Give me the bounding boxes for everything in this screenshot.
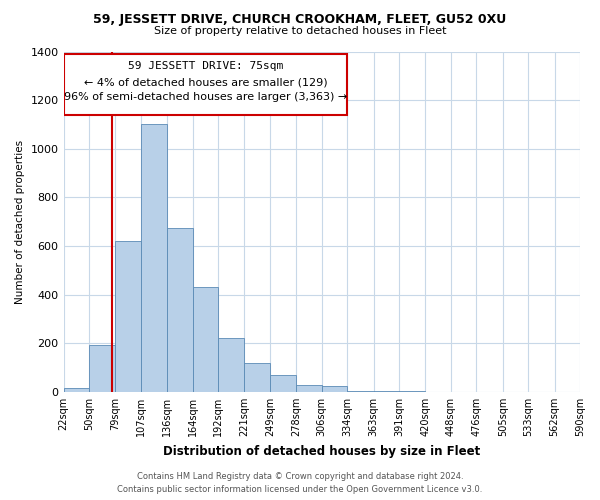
Text: 96% of semi-detached houses are larger (3,363) →: 96% of semi-detached houses are larger (… <box>64 92 347 102</box>
Text: ← 4% of detached houses are smaller (129): ← 4% of detached houses are smaller (129… <box>83 77 327 87</box>
Text: Size of property relative to detached houses in Fleet: Size of property relative to detached ho… <box>154 26 446 36</box>
Bar <box>141 124 167 392</box>
Text: 59 JESSETT DRIVE: 75sqm: 59 JESSETT DRIVE: 75sqm <box>128 61 283 71</box>
Text: 59, JESSETT DRIVE, CHURCH CROOKHAM, FLEET, GU52 0XU: 59, JESSETT DRIVE, CHURCH CROOKHAM, FLEE… <box>94 12 506 26</box>
Text: Contains HM Land Registry data © Crown copyright and database right 2024.
Contai: Contains HM Land Registry data © Crown c… <box>118 472 482 494</box>
Bar <box>322 386 347 392</box>
Bar <box>374 391 399 392</box>
Bar <box>244 363 270 392</box>
Bar <box>347 390 374 392</box>
Bar <box>270 375 296 392</box>
X-axis label: Distribution of detached houses by size in Fleet: Distribution of detached houses by size … <box>163 444 481 458</box>
Bar <box>193 288 218 392</box>
Bar <box>218 338 244 392</box>
Bar <box>296 384 322 392</box>
Bar <box>64 54 347 114</box>
Bar <box>89 344 115 392</box>
Bar <box>167 228 193 392</box>
Bar <box>115 241 141 392</box>
Bar <box>64 388 89 392</box>
Y-axis label: Number of detached properties: Number of detached properties <box>15 140 25 304</box>
